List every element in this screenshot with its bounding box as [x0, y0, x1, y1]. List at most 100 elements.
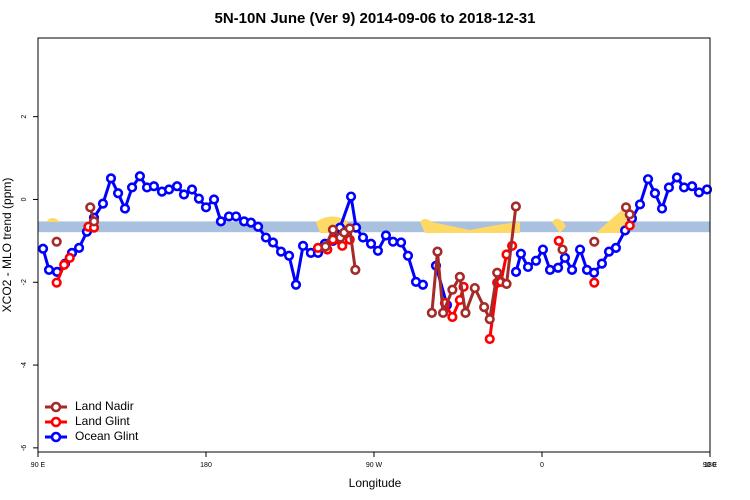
x-axis-label: Longitude — [349, 476, 402, 490]
y-tick-label: -4 — [21, 362, 28, 368]
data-point — [553, 235, 564, 246]
data-point — [624, 209, 635, 220]
data-point — [656, 203, 668, 214]
data-point — [85, 202, 96, 213]
data-point — [73, 242, 85, 253]
data-point — [163, 184, 175, 195]
data-point — [252, 221, 264, 232]
data-point — [610, 242, 622, 253]
data-point — [372, 245, 384, 256]
legend-marker — [50, 401, 62, 413]
data-point — [588, 267, 600, 278]
data-point — [267, 237, 279, 248]
data-point — [208, 194, 220, 205]
data-point — [200, 202, 212, 213]
data-point — [337, 240, 348, 251]
x-tick-label: 180 — [200, 462, 212, 469]
data-point — [634, 199, 646, 210]
data-point — [671, 172, 683, 183]
data-point — [37, 243, 49, 254]
data-point — [693, 187, 705, 198]
y-tick-label: -6 — [21, 445, 28, 451]
data-point — [345, 191, 357, 202]
plot-layer — [37, 171, 713, 345]
land-patch — [46, 218, 60, 222]
data-point — [701, 184, 713, 195]
data-point — [297, 240, 309, 251]
legend-marker — [50, 431, 62, 443]
data-point — [552, 262, 564, 273]
x-tick-label: 90 E — [31, 462, 46, 469]
data-point — [395, 237, 407, 248]
data-point — [510, 266, 522, 278]
x-tick-label: 180 — [704, 462, 716, 469]
data-point — [350, 264, 361, 275]
data-point — [186, 184, 198, 195]
data-point — [43, 264, 55, 275]
data-point — [260, 232, 272, 243]
data-point — [230, 211, 242, 222]
data-point — [479, 302, 490, 313]
data-point — [64, 252, 75, 263]
data-point — [88, 216, 100, 227]
data-point — [51, 236, 62, 247]
band-layer — [38, 221, 710, 233]
data-point — [686, 181, 698, 192]
data-point — [193, 193, 205, 204]
x-tick-label: 90 E — [703, 462, 718, 469]
land-patch — [552, 218, 566, 233]
data-point — [557, 244, 568, 255]
data-point — [492, 267, 503, 278]
data-point — [380, 230, 392, 241]
data-point — [678, 182, 690, 193]
data-point — [365, 238, 377, 249]
data-point — [522, 261, 534, 273]
y-tick-label: 0 — [21, 197, 28, 201]
data-point — [537, 244, 549, 255]
data-point — [454, 271, 465, 282]
land-patch — [420, 219, 520, 233]
data-point — [460, 307, 471, 318]
data-point — [663, 182, 675, 193]
reference-band — [38, 221, 710, 233]
data-point — [119, 203, 131, 214]
data-point — [484, 333, 495, 345]
data-point — [447, 284, 458, 295]
data-point — [426, 307, 437, 318]
data-point — [447, 311, 458, 323]
data-point — [178, 189, 190, 200]
data-point — [559, 252, 571, 263]
chart-title: 5N-10N June (Ver 9) 2014-09-06 to 2018-1… — [214, 10, 535, 27]
data-point — [126, 182, 138, 193]
data-point — [215, 216, 227, 227]
data-point — [402, 250, 414, 261]
data-point — [515, 248, 527, 259]
y-tick-label: 2 — [21, 115, 28, 119]
data-point — [97, 198, 109, 209]
data-point — [171, 181, 183, 192]
y-tick-label: -2 — [21, 279, 28, 285]
data-point — [134, 171, 146, 182]
data-point — [501, 278, 512, 290]
data-point — [59, 259, 70, 270]
data-point — [275, 246, 287, 257]
data-point — [357, 232, 369, 243]
data-point — [624, 220, 635, 231]
legend-marker — [50, 416, 62, 428]
data-point — [283, 250, 295, 261]
data-point — [327, 224, 339, 235]
data-point — [574, 244, 586, 255]
legend-label: Ocean Glint — [75, 429, 139, 443]
data-point — [484, 314, 495, 325]
data-point — [417, 279, 429, 290]
data-point — [649, 188, 661, 199]
data-point — [642, 174, 654, 185]
data-point — [432, 246, 443, 257]
data-point — [596, 258, 608, 269]
data-point — [290, 279, 302, 290]
x-tick-label: 0 — [540, 462, 544, 469]
data-point — [566, 264, 578, 275]
data-point — [437, 307, 449, 318]
data-point — [530, 255, 542, 266]
